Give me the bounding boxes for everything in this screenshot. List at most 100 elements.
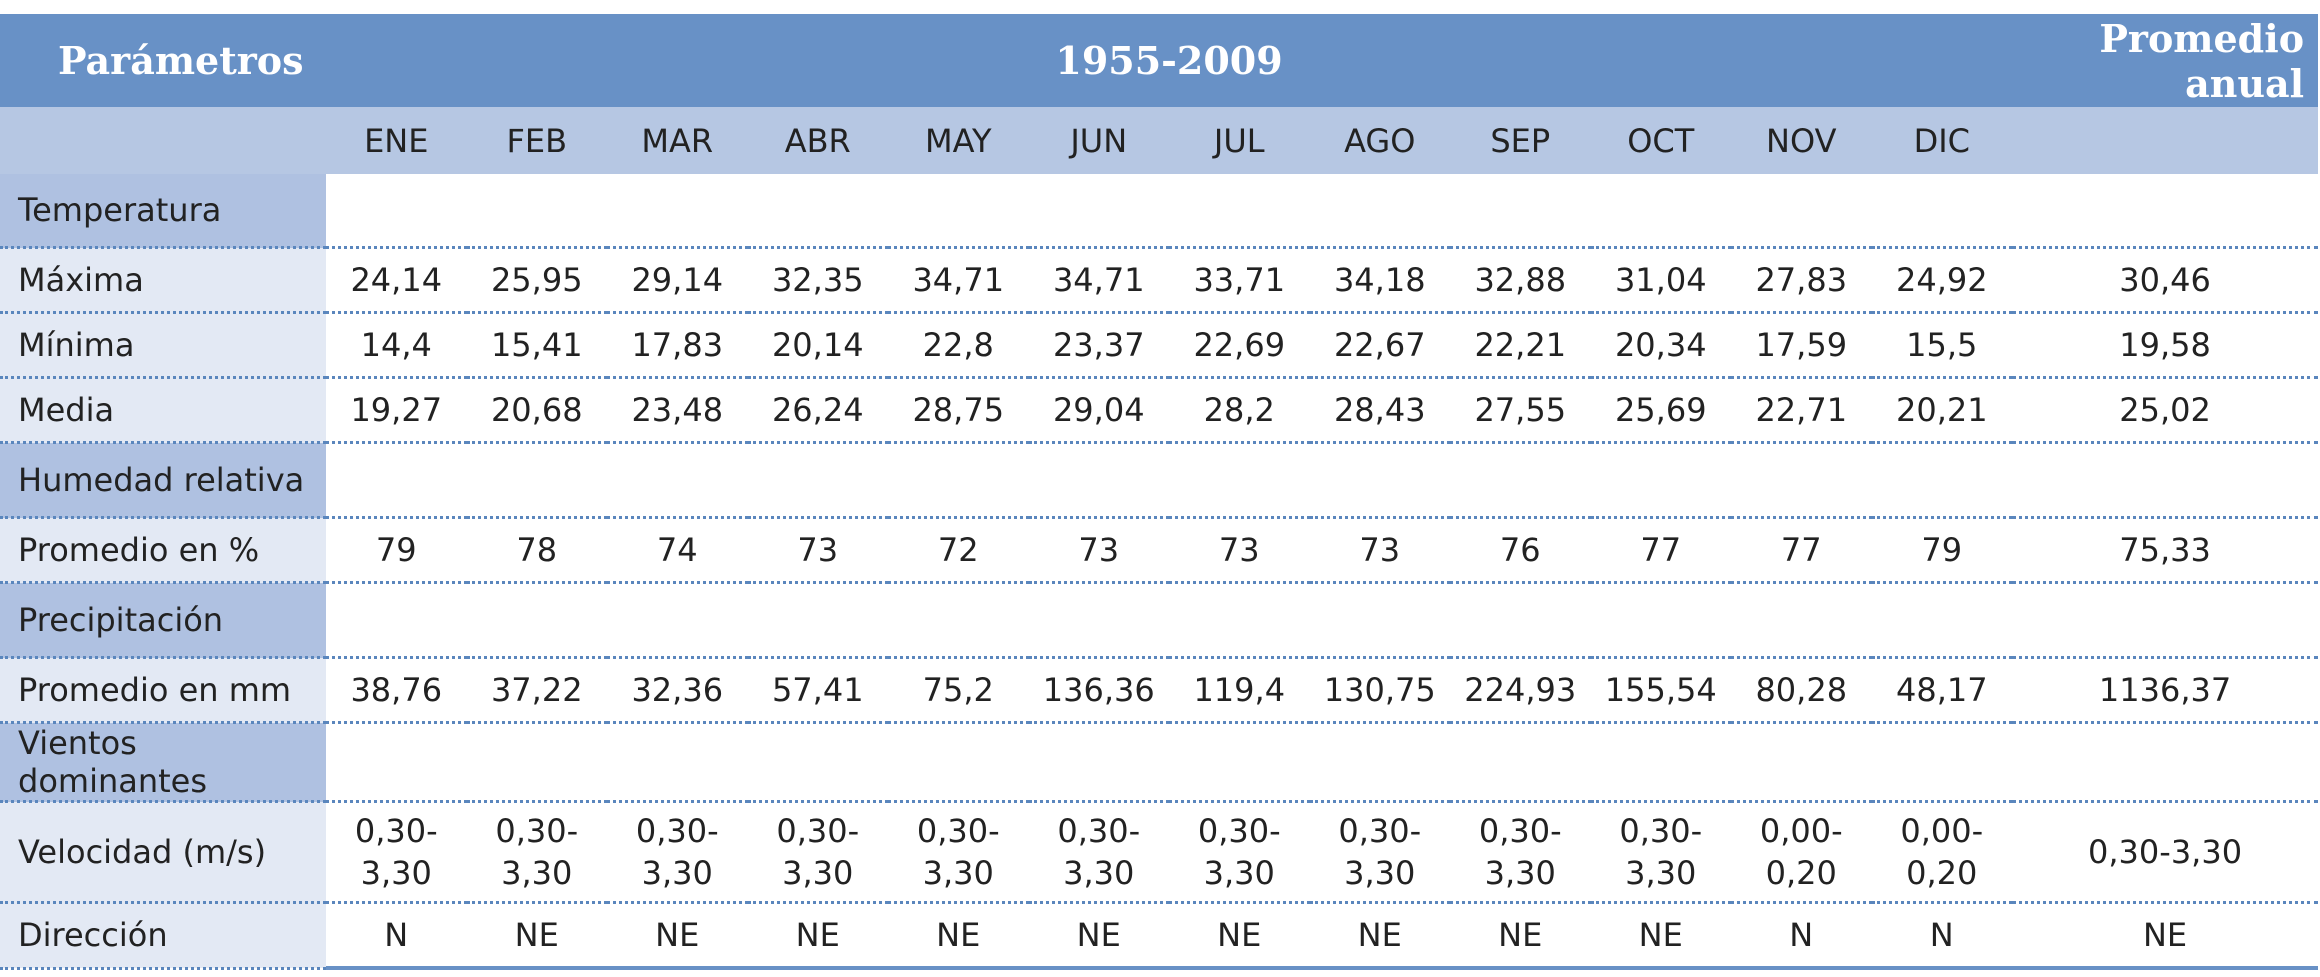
- value-cell: 22,71: [1731, 377, 1872, 444]
- value-cell: 23,48: [607, 377, 748, 444]
- annual-value-cell: 0,30-3,30: [2012, 801, 2319, 904]
- value-cell: 22,8: [888, 312, 1029, 379]
- month-header-cell: ABR: [747, 107, 888, 174]
- climate-table: Parámetros 1955-2009 Promedio anual ENE …: [0, 14, 2319, 970]
- value-cell: 34,71: [1028, 247, 1169, 314]
- period-header: 1955-2009: [326, 14, 2013, 107]
- value-cell: 34,18: [1309, 247, 1450, 314]
- value-cell: NE: [888, 902, 1029, 970]
- row-label: Dirección: [0, 902, 326, 970]
- value-cell: N: [1731, 902, 1872, 970]
- row-precipitacion-promedio: Promedio en mm 38,76 37,22 32,36 57,41 75,2 13…: [0, 657, 2319, 724]
- value-cell: 15,41: [466, 312, 607, 379]
- value-cell: 24,14: [326, 247, 467, 314]
- month-header-cell: NOV: [1731, 107, 1872, 174]
- value-cell: 28,43: [1309, 377, 1450, 444]
- section-label: Humedad relativa: [0, 442, 326, 519]
- value-cell: 38,76: [326, 657, 467, 724]
- month-header-cell: DIC: [1871, 107, 2013, 174]
- value-cell: 0,00-0,20: [1871, 801, 2013, 904]
- month-header-row: ENE FEB MAR ABR MAY JUN JUL AGO SEP OCT …: [0, 107, 2319, 174]
- value-cell: 29,14: [607, 247, 748, 314]
- value-cell: 119,4: [1169, 657, 1310, 724]
- value-cell: NE: [747, 902, 888, 970]
- table-title-row: Parámetros 1955-2009 Promedio anual: [0, 14, 2319, 107]
- row-maxima: Máxima 24,14 25,95 29,14 32,35 34,71 34,71 33,7…: [0, 247, 2319, 314]
- section-temperatura: Temperatura: [0, 174, 2319, 249]
- value-cell: 130,75: [1309, 657, 1450, 724]
- value-cell: NE: [1590, 902, 1731, 970]
- value-cell: 79: [1871, 517, 2013, 584]
- value-cell: 0,30-3,30: [1590, 801, 1731, 904]
- section-label: Vientos dominantes: [0, 722, 326, 803]
- value-cell: 0,00-0,20: [1731, 801, 1872, 904]
- value-cell: 0,30-3,30: [326, 801, 467, 904]
- value-cell: 34,71: [888, 247, 1029, 314]
- value-cell: 27,83: [1731, 247, 1872, 314]
- value-cell: NE: [466, 902, 607, 970]
- value-cell: 0,30-3,30: [1169, 801, 1310, 904]
- value-cell: 24,92: [1871, 247, 2013, 314]
- row-velocidad: Velocidad (m/s) 0,30-3,30 0,30-3,30 0,30-3,…: [0, 801, 2319, 904]
- row-label: Máxima: [0, 247, 326, 314]
- section-empty-cell: [326, 174, 2319, 249]
- value-cell: 79: [326, 517, 467, 584]
- value-cell: 75,2: [888, 657, 1029, 724]
- value-cell: 57,41: [747, 657, 888, 724]
- value-cell: 78: [466, 517, 607, 584]
- value-cell: 74: [607, 517, 748, 584]
- value-cell: 15,5: [1871, 312, 2013, 379]
- value-cell: 76: [1450, 517, 1591, 584]
- value-cell: NE: [607, 902, 748, 970]
- value-cell: 22,67: [1309, 312, 1450, 379]
- row-label: Promedio en %: [0, 517, 326, 584]
- value-cell: 0,30-3,30: [888, 801, 1029, 904]
- section-label: Precipitación: [0, 582, 326, 659]
- month-header-cell: JUN: [1028, 107, 1169, 174]
- month-header-cell: FEB: [466, 107, 607, 174]
- section-empty-cell: [326, 582, 2319, 659]
- section-label: Temperatura: [0, 174, 326, 249]
- value-cell: 20,14: [747, 312, 888, 379]
- section-precipitacion: Precipitación: [0, 582, 2319, 659]
- value-cell: 0,30-3,30: [1450, 801, 1591, 904]
- month-header-cell: JUL: [1169, 107, 1310, 174]
- section-humedad-relativa: Humedad relativa: [0, 442, 2319, 519]
- value-cell: 29,04: [1028, 377, 1169, 444]
- month-header-cell: MAY: [888, 107, 1029, 174]
- value-cell: 31,04: [1590, 247, 1731, 314]
- value-cell: 23,37: [1028, 312, 1169, 379]
- value-cell: 19,27: [326, 377, 467, 444]
- value-cell: 73: [1028, 517, 1169, 584]
- value-cell: 37,22: [466, 657, 607, 724]
- value-cell: 48,17: [1871, 657, 2013, 724]
- value-cell: 27,55: [1450, 377, 1591, 444]
- row-direccion: Dirección N NE NE NE NE NE NE NE NE NE N N NE: [0, 902, 2319, 970]
- value-cell: 25,69: [1590, 377, 1731, 444]
- value-cell: 28,75: [888, 377, 1029, 444]
- value-cell: 14,4: [326, 312, 467, 379]
- value-cell: 77: [1731, 517, 1872, 584]
- annual-average-header: Promedio anual: [2012, 14, 2319, 107]
- value-cell: 17,59: [1731, 312, 1872, 379]
- month-header-cell: ENE: [326, 107, 467, 174]
- annual-value-cell: NE: [2012, 902, 2319, 970]
- value-cell: 25,95: [466, 247, 607, 314]
- value-cell: 77: [1590, 517, 1731, 584]
- value-cell: 155,54: [1590, 657, 1731, 724]
- value-cell: 0,30-3,30: [607, 801, 748, 904]
- row-label: Promedio en mm: [0, 657, 326, 724]
- section-vientos-dominantes: Vientos dominantes: [0, 722, 2319, 803]
- value-cell: NE: [1450, 902, 1591, 970]
- value-cell: 0,30-3,30: [1309, 801, 1450, 904]
- value-cell: 73: [1169, 517, 1310, 584]
- value-cell: 80,28: [1731, 657, 1872, 724]
- month-header-blank: [2012, 107, 2319, 174]
- annual-value-cell: 30,46: [2012, 247, 2319, 314]
- value-cell: 32,88: [1450, 247, 1591, 314]
- annual-value-cell: 75,33: [2012, 517, 2319, 584]
- value-cell: N: [326, 902, 467, 970]
- row-minima: Mínima 14,4 15,41 17,83 20,14 22,8 23,37 22,69 2…: [0, 312, 2319, 379]
- value-cell: 28,2: [1169, 377, 1310, 444]
- row-humedad-promedio: Promedio en % 79 78 74 73 72 73 73 73 76 77 77 79 75,…: [0, 517, 2319, 584]
